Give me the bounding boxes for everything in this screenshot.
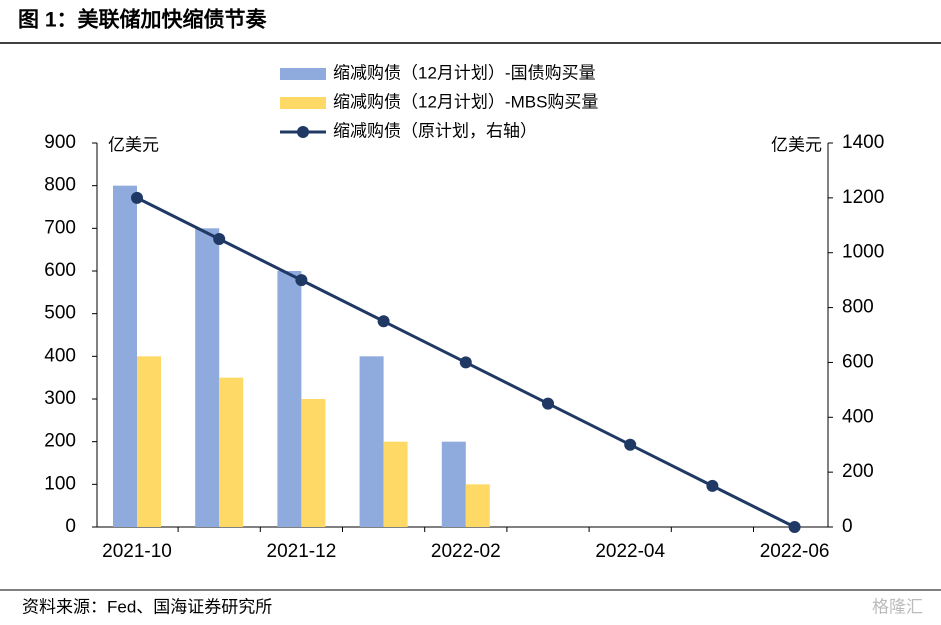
bar <box>113 185 137 527</box>
y-tick-label: 900 <box>44 132 76 153</box>
y-tick-label: 300 <box>44 388 76 409</box>
chart-title: 图 1：美联储加快缩债节奏 <box>18 8 268 32</box>
y2-tick-label: 200 <box>842 461 874 482</box>
source: 资料来源：Fed、国海证券研究所 <box>22 597 272 616</box>
y-tick-label: 500 <box>44 303 76 324</box>
y2-unit: 亿美元 <box>771 135 822 154</box>
bar <box>383 441 408 527</box>
legend-label: 缩减购债（12月计划）-国债购买量 <box>333 63 596 82</box>
y-tick-label: 700 <box>44 217 76 238</box>
line-point <box>131 191 143 204</box>
y2-tick-label: 1200 <box>842 187 884 208</box>
y-tick-label: 800 <box>44 175 76 196</box>
bar <box>301 399 326 527</box>
x-tick-label: 2021-10 <box>102 541 172 562</box>
watermark: 格隆汇 <box>872 597 923 616</box>
bar <box>195 228 220 528</box>
line-point <box>624 438 637 451</box>
legend-swatch <box>280 68 326 80</box>
bar <box>465 484 490 527</box>
legend-swatch <box>297 126 309 138</box>
bar <box>441 441 466 527</box>
y2-tick-label: 1400 <box>842 132 884 153</box>
y-tick-label: 0 <box>65 516 76 537</box>
line-point <box>295 274 308 287</box>
line-point <box>542 397 554 410</box>
line-point <box>377 315 390 328</box>
x-tick-label: 2022-06 <box>760 541 830 562</box>
y-unit: 亿美元 <box>108 135 159 154</box>
legend-label: 缩减购债（原计划，右轴） <box>333 121 537 140</box>
y2-tick-label: 0 <box>842 516 853 537</box>
bar <box>137 356 161 527</box>
y-tick-label: 600 <box>44 260 76 281</box>
y-tick-label: 200 <box>44 431 76 452</box>
line-point <box>459 356 472 369</box>
y-tick-label: 400 <box>44 345 76 366</box>
line-point <box>706 479 719 492</box>
y-tick-label: 100 <box>44 473 76 494</box>
y2-tick-label: 400 <box>842 406 874 427</box>
bar <box>219 377 244 527</box>
legend-label: 缩减购债（12月计划）-MBS购买量 <box>333 92 598 111</box>
y2-tick-label: 800 <box>842 297 874 318</box>
line-point <box>788 521 801 533</box>
bar <box>359 356 384 527</box>
y2-tick-label: 600 <box>842 351 874 372</box>
x-tick-label: 2022-04 <box>595 541 665 562</box>
y2-tick-label: 1000 <box>842 242 884 263</box>
line-point <box>213 233 226 245</box>
legend-swatch <box>280 97 326 109</box>
bar <box>277 271 302 527</box>
x-tick-label: 2021-12 <box>267 541 337 562</box>
x-tick-label: 2022-02 <box>431 541 501 562</box>
